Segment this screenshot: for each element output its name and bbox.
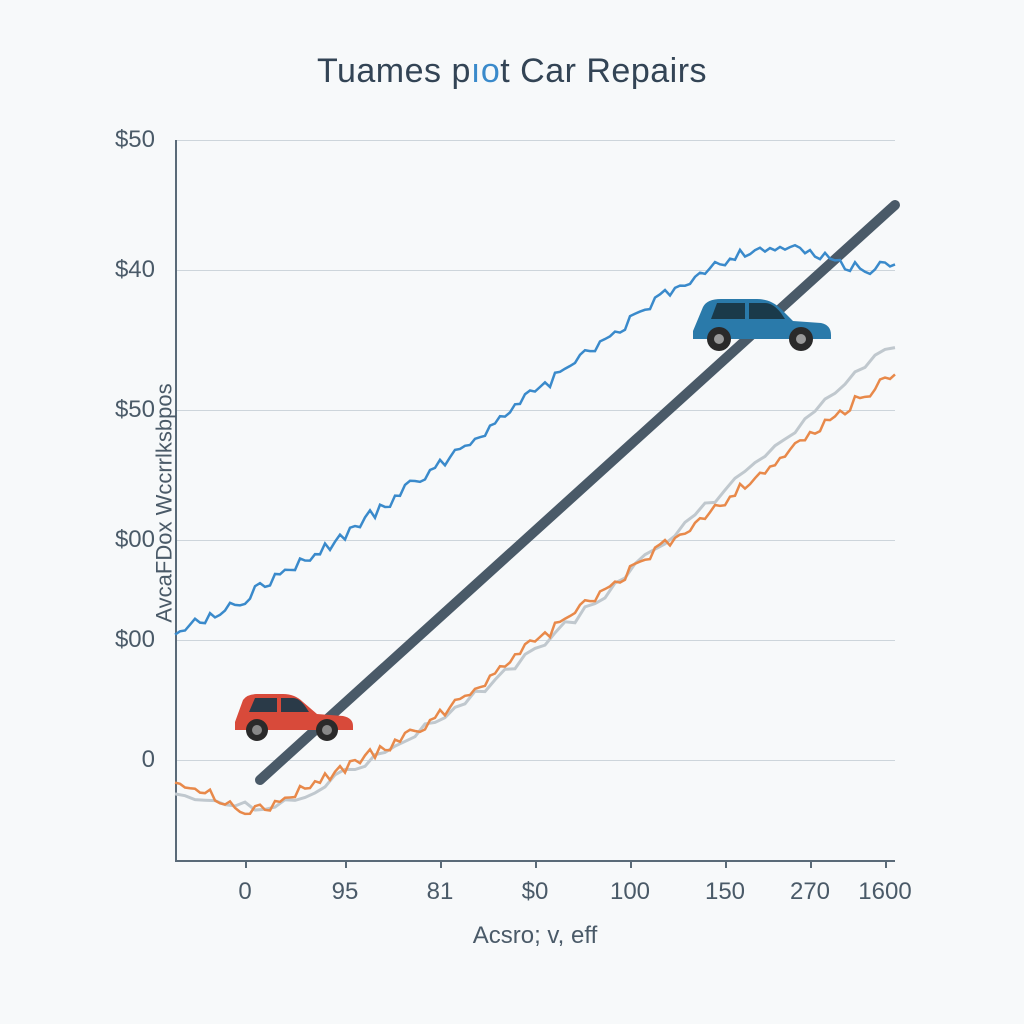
y-tick-label: $00 xyxy=(75,526,155,554)
x-tick xyxy=(630,860,632,868)
x-tick-label: 95 xyxy=(332,878,359,906)
x-tick xyxy=(725,860,727,868)
y-tick-label: $40 xyxy=(75,256,155,284)
x-tick xyxy=(345,860,347,868)
title-part-2: p xyxy=(451,52,470,90)
x-tick xyxy=(440,860,442,868)
x-tick xyxy=(885,860,887,868)
series-orange-line xyxy=(175,374,895,813)
x-tick-label: $0 xyxy=(522,878,549,906)
car-blue-icon xyxy=(685,285,835,353)
x-tick-label: 150 xyxy=(705,878,745,906)
y-axis-title: AvcaFDox Wccrrlksbpos xyxy=(152,383,178,622)
x-tick-label: 100 xyxy=(610,878,650,906)
title-part-4: t xyxy=(500,52,510,90)
x-tick xyxy=(245,860,247,868)
x-tick-label: 81 xyxy=(427,878,454,906)
car-red-icon xyxy=(225,680,360,742)
chart-plot-area: $50 $40 $50 $00 $00 0 0 95 81 $0 100 150… xyxy=(175,140,895,840)
x-axis-title: Acsro; v, eff xyxy=(175,922,895,950)
title-part-1: Tuames xyxy=(317,52,452,90)
x-tick xyxy=(535,860,537,868)
title-part-3: ıo xyxy=(471,52,500,90)
y-tick-label: $50 xyxy=(75,126,155,154)
title-part-5: Car Repairs xyxy=(510,52,707,90)
x-tick-label: 270 xyxy=(790,878,830,906)
y-tick-label: $00 xyxy=(75,626,155,654)
y-tick-label: $50 xyxy=(75,396,155,424)
chart-svg xyxy=(175,140,895,860)
y-tick-label: 0 xyxy=(75,746,155,774)
chart-title: Tuames pıot Car Repairs xyxy=(0,52,1024,91)
x-tick-label: 1600 xyxy=(858,878,911,906)
x-tick xyxy=(810,860,812,868)
x-tick-label: 0 xyxy=(238,878,251,906)
